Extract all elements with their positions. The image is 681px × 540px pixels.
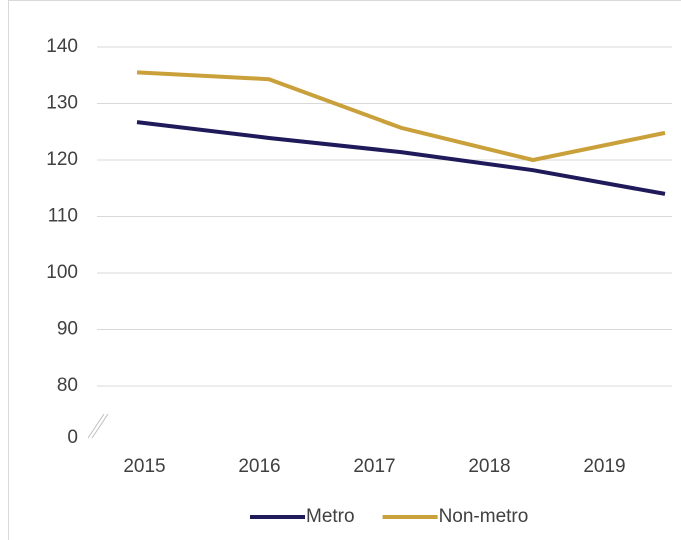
y-tick-label: 100 <box>46 262 78 283</box>
x-tick-label: 2019 <box>583 456 625 477</box>
y-tick-label: 0 <box>67 427 78 448</box>
legend-label: Non-metro <box>439 506 529 527</box>
x-tick-label: 2016 <box>238 456 280 477</box>
x-tick-label: 2015 <box>123 456 165 477</box>
legend-label: Metro <box>306 506 355 527</box>
y-tick-label: 140 <box>46 36 78 57</box>
series-line <box>136 70 666 162</box>
y-tick-label: 120 <box>46 149 78 170</box>
x-tick-label: 2017 <box>353 456 395 477</box>
axis-break <box>91 413 109 439</box>
y-tick-label: 110 <box>48 206 78 227</box>
y-tick-label: 90 <box>57 319 78 340</box>
x-tick-label: 2018 <box>468 456 510 477</box>
series-line <box>136 120 666 196</box>
y-tick-label: 130 <box>46 93 78 114</box>
chart-border <box>8 0 681 540</box>
axis-break <box>87 413 105 439</box>
y-tick-label: 80 <box>57 375 78 396</box>
